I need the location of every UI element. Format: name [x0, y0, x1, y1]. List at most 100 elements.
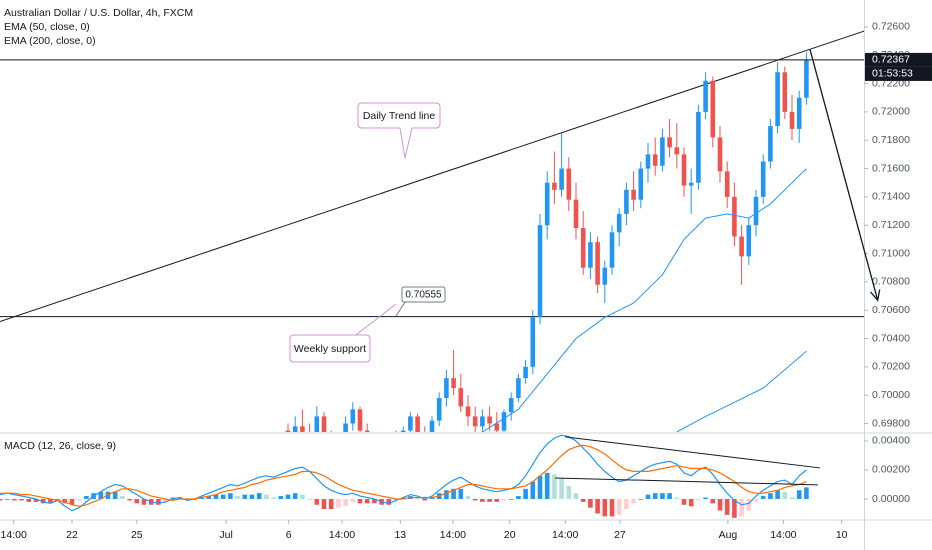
- callout-text: Daily Trend line: [363, 110, 436, 122]
- histogram-bar: [753, 498, 759, 502]
- histogram-bar: [580, 498, 586, 502]
- x-tick-label: 14:00: [552, 529, 578, 541]
- x-tick-label: 14:00: [770, 529, 796, 541]
- candle-body: [364, 430, 370, 432]
- y-tick-label: 0.71800: [872, 134, 910, 146]
- histogram-bar: [472, 498, 478, 501]
- candle-body: [429, 420, 435, 432]
- y-tick-label: 0.00400: [872, 435, 910, 447]
- x-tick-label: 13: [394, 529, 406, 541]
- countdown-bg: [865, 66, 932, 81]
- candle-body: [789, 111, 795, 129]
- candle-body: [314, 416, 320, 432]
- candle-body: [753, 196, 759, 226]
- histogram-bar: [127, 498, 132, 501]
- candle-body: [400, 430, 406, 432]
- histogram-bar: [674, 497, 680, 499]
- candle-body: [609, 232, 615, 268]
- candle-body: [688, 182, 694, 186]
- histogram-bar: [523, 488, 528, 499]
- histogram-bar: [429, 497, 435, 499]
- candle-body: [796, 97, 802, 129]
- legend-entry: EMA (50, close, 0): [4, 21, 90, 33]
- macd-trend-line: [565, 436, 821, 469]
- histogram-bar: [703, 497, 708, 499]
- histogram-bar: [343, 498, 348, 507]
- candle-body: [760, 161, 766, 197]
- candle-body: [451, 378, 456, 389]
- histogram-bar: [768, 493, 773, 499]
- histogram-bar: [732, 498, 737, 518]
- histogram-bar: [206, 496, 212, 499]
- histogram-bar: [76, 498, 82, 501]
- histogram-bar: [645, 494, 651, 499]
- histogram-bar: [199, 497, 204, 499]
- x-tick-label: 27: [614, 529, 626, 541]
- candle-body: [552, 182, 557, 190]
- histogram-bar: [494, 498, 500, 502]
- ema-line: [676, 350, 807, 432]
- histogram-bar: [804, 487, 809, 499]
- x-tick-label: 20: [504, 529, 516, 541]
- histogram-bar: [660, 493, 665, 499]
- histogram-bar: [141, 498, 147, 505]
- arrow: [809, 49, 879, 301]
- histogram-bar: [213, 494, 219, 499]
- histogram-bar: [48, 498, 53, 504]
- candle-body: [458, 388, 464, 407]
- histogram-bar: [451, 488, 456, 499]
- histogram-bar: [69, 498, 75, 505]
- histogram-bar: [264, 494, 269, 499]
- candle-body: [703, 80, 708, 112]
- y-tick-label: 0.72000: [872, 106, 910, 118]
- candle-body: [616, 213, 622, 233]
- histogram-bar: [724, 498, 730, 515]
- histogram-bar: [357, 498, 363, 504]
- histogram-bar: [746, 498, 752, 511]
- histogram-bar: [228, 493, 233, 499]
- histogram-bar: [760, 496, 766, 499]
- candle-body: [652, 154, 658, 166]
- callout-box: [357, 102, 441, 159]
- histogram-bar: [602, 498, 608, 517]
- histogram-bar: [278, 496, 284, 499]
- histogram-bar: [616, 498, 622, 515]
- x-tick-label: 14:00: [1, 529, 27, 541]
- candle-body: [631, 189, 636, 200]
- histogram-bar: [40, 498, 46, 504]
- candle-body: [717, 137, 723, 172]
- histogram-bar: [652, 493, 658, 499]
- candle-body: [746, 225, 752, 257]
- histogram-bar: [516, 496, 521, 499]
- x-tick-label: 10: [836, 529, 848, 541]
- value-box: [401, 286, 446, 303]
- price-pane: [0, 30, 864, 432]
- candle-body: [472, 416, 478, 427]
- y-tick-label: 0.71400: [872, 191, 910, 203]
- histogram-bar: [235, 496, 240, 499]
- y-tick-label: 0.00200: [872, 464, 910, 476]
- candle-body: [804, 59, 809, 98]
- y-tick-label: 0.70800: [872, 276, 910, 288]
- histogram-bar: [796, 490, 802, 499]
- histogram-bar: [458, 488, 464, 499]
- y-tick-label: 0.71600: [872, 162, 910, 174]
- price-label: 0.72367: [872, 54, 910, 66]
- candle-body: [710, 80, 716, 138]
- histogram-bar: [163, 498, 168, 502]
- candle-body: [696, 111, 701, 183]
- histogram-bar: [120, 496, 125, 499]
- candle-body: [595, 242, 600, 285]
- histogram-bar: [415, 497, 420, 499]
- y-tick-label: 0.70000: [872, 389, 910, 401]
- x-tick-label: 14:00: [329, 529, 355, 541]
- candle-body: [782, 72, 788, 112]
- histogram-bar: [350, 498, 356, 502]
- histogram-bar: [739, 498, 744, 517]
- histogram-bar: [624, 498, 629, 510]
- candle-body: [530, 317, 536, 367]
- x-tick-label: Jul: [219, 529, 232, 541]
- candle-body: [465, 406, 471, 417]
- histogram-bar: [566, 485, 572, 499]
